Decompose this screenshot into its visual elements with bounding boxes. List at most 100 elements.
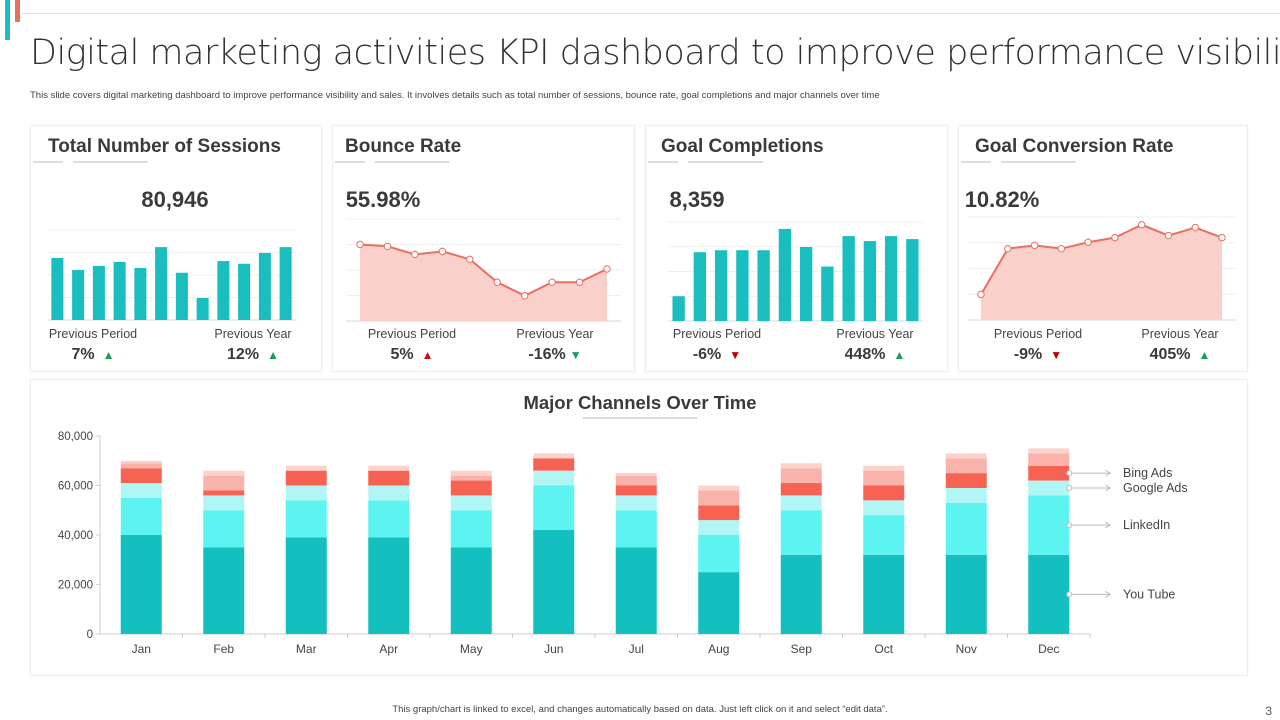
bar <box>693 252 707 321</box>
bar-segment-series-6 <box>863 465 905 471</box>
bar <box>238 263 251 320</box>
bar <box>279 247 292 320</box>
bar-segment-google-ads <box>615 495 657 511</box>
bar-segment-linkedin <box>533 485 575 531</box>
data-point <box>977 290 985 299</box>
bar-segment-series-6 <box>945 453 987 459</box>
bar-segment-series-5 <box>203 475 245 491</box>
bar-segment-you-tube <box>698 572 740 634</box>
bar-segment-google-ads <box>120 483 162 498</box>
bar <box>196 297 209 320</box>
bar-segment-bing-ads <box>863 485 905 501</box>
bar <box>51 257 64 320</box>
x-tick-label: Jul <box>629 642 644 656</box>
bar <box>884 236 898 321</box>
bar-segment-linkedin <box>120 497 162 535</box>
accent-bar-teal <box>5 0 10 40</box>
bar-segment-you-tube <box>285 537 327 634</box>
kpi-value: 8,359 <box>669 187 725 212</box>
legend-marker <box>1066 591 1073 598</box>
data-point <box>603 265 611 273</box>
page-subtitle: This slide covers digital marketing dash… <box>30 90 880 101</box>
previous-year-label: Previous Year <box>516 327 594 341</box>
bar-segment-bing-ads <box>533 458 575 471</box>
previous-year-change: 448% <box>844 346 886 363</box>
data-point <box>411 250 419 259</box>
x-tick-label: Nov <box>956 642 977 656</box>
bar-segment-series-6 <box>285 465 327 471</box>
data-point <box>575 278 584 286</box>
y-tick-label: 0 <box>87 629 93 641</box>
kpi-value: 10.82% <box>964 187 1040 212</box>
data-point <box>520 292 529 300</box>
bar-segment-linkedin <box>615 510 657 548</box>
x-tick-label: Apr <box>379 642 398 656</box>
kpi-title: Goal Conversion Rate <box>975 136 1174 157</box>
legend-marker <box>1066 522 1073 529</box>
bar-segment-google-ads <box>863 500 905 516</box>
bar-segment-google-ads <box>945 487 987 503</box>
bar-segment-series-6 <box>368 465 410 471</box>
previous-year-change: 12% <box>227 346 260 363</box>
previous-year-value: 405% ▲ <box>1120 346 1240 364</box>
legend-label: You Tube <box>1123 587 1175 601</box>
previous-period-change: 5% <box>390 346 414 363</box>
y-tick-label: 40,000 <box>58 530 93 542</box>
bar-segment-series-5 <box>615 475 657 486</box>
area-fill <box>981 224 1222 320</box>
data-point <box>1111 233 1119 242</box>
bar-segment-series-5 <box>1028 453 1070 466</box>
kpi-trend-chart <box>47 229 296 321</box>
data-point <box>466 255 474 263</box>
x-tick-label: May <box>460 642 483 656</box>
kpi-title: Total Number of Sessions <box>48 136 281 157</box>
trend-up-icon: ▲ <box>421 348 434 362</box>
title-underline <box>648 161 678 163</box>
previous-period-value: 7% ▲ <box>33 346 153 364</box>
kpi-value: 80,946 <box>141 187 209 212</box>
trend-down-icon: ▼ <box>569 348 582 362</box>
bar <box>155 247 168 320</box>
bar-segment-bing-ads <box>1028 465 1070 481</box>
arrow-icon <box>1104 521 1112 529</box>
bar-segment-series-6 <box>533 453 575 459</box>
data-point <box>1084 238 1092 246</box>
data-point <box>548 278 556 286</box>
data-point <box>1057 244 1066 253</box>
kpi-title: Bounce Rate <box>345 136 462 157</box>
previous-year-label: Previous Year <box>1141 327 1219 341</box>
arrow-icon <box>1104 590 1112 598</box>
previous-period-value: -9% ▼ <box>978 346 1098 364</box>
arrow-icon <box>1104 469 1112 477</box>
bar-segment-bing-ads <box>285 470 327 486</box>
bar-segment-you-tube <box>1028 554 1070 634</box>
bar-segment-linkedin <box>368 500 410 538</box>
x-tick-label: Aug <box>708 642 729 656</box>
bar-segment-bing-ads <box>120 468 162 484</box>
data-point <box>1030 241 1039 250</box>
y-tick-label: 60,000 <box>58 481 93 493</box>
major-channels-chart[interactable]: 0 20,000 40,000 60,000 80,000 Jan Feb Mar Apr May… <box>0 420 1280 670</box>
bar-segment-linkedin <box>450 510 492 548</box>
previous-period-label: Previous Period <box>367 327 457 341</box>
bar-segment-series-5 <box>120 463 162 469</box>
bar-segment-google-ads <box>533 470 575 486</box>
trend-up-icon: ▲ <box>893 348 906 362</box>
title-underline <box>33 161 63 163</box>
y-tick-label: 20,000 <box>58 580 93 592</box>
page-number: 3 <box>1265 704 1272 718</box>
legend-label: Bing Ads <box>1123 466 1172 480</box>
bar <box>258 252 271 320</box>
bar-segment-you-tube <box>945 554 987 634</box>
x-tick-label: Oct <box>874 642 893 656</box>
bar-segment-series-5 <box>863 470 905 486</box>
previous-year-change: 405% <box>1149 346 1191 363</box>
data-point <box>1164 231 1173 240</box>
title-underline <box>688 161 763 163</box>
data-point <box>1137 221 1146 229</box>
data-point <box>438 247 447 256</box>
data-point <box>493 278 501 286</box>
kpi-trend-chart <box>346 218 621 322</box>
title-underline <box>375 161 450 163</box>
bar-segment-you-tube <box>533 530 575 634</box>
